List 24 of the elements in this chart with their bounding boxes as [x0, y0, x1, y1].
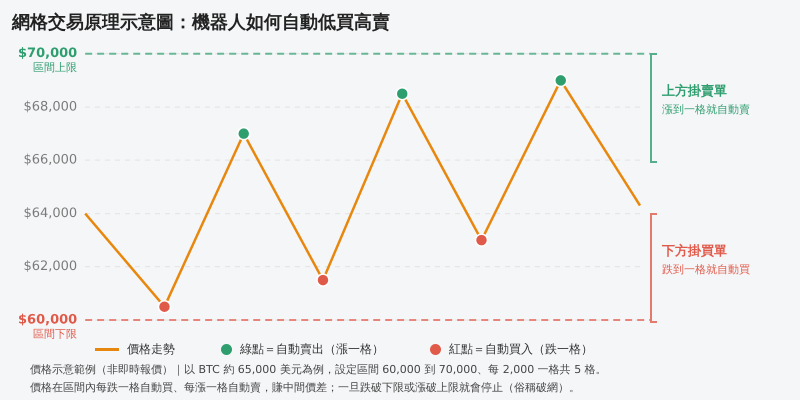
point: [316, 273, 330, 287]
y-tick-label: $60,000: [18, 312, 78, 328]
ref-line-label: 區間下限: [33, 327, 78, 340]
point: [474, 233, 488, 247]
y-tick-label: $68,000: [23, 99, 78, 114]
y-tick-label: $70,000: [18, 46, 78, 62]
legend-label: 紅點＝自動買入（跌一格）: [449, 341, 593, 358]
text: 價格示意範例（非即時報價）｜以 BTC 約 65,000 美元為例，設定區間 60,000 到 70,000、每 2,000 一格共 5 格。: [30, 362, 607, 378]
point: [554, 74, 568, 88]
text: 上方掛賣單: [662, 82, 727, 100]
y-tick-label: $66,000: [23, 152, 78, 168]
point: [158, 300, 172, 314]
legend-label: 價格走勢: [127, 341, 175, 358]
chart-title: 網格交易原理示意圖：機器人如何自動低買高賣: [12, 11, 390, 34]
text: 價格在區間內每跌一格自動買、每漲一格自動賣，賺中間價差；一旦跌破下限或漲破上限就會停止（俗稱破網）。: [30, 380, 581, 396]
ref-line-label: 區間上限: [33, 61, 78, 74]
text: 跌到一格就自動買: [662, 262, 750, 277]
y-tick-label: $62,000: [23, 259, 78, 274]
y-tick-label: $64,000: [23, 206, 78, 221]
text: 漲到一格就自動賣: [662, 102, 750, 117]
text: 下方掛買單: [662, 242, 727, 260]
legend-label: 綠點＝自動賣出（漲一格）: [240, 341, 384, 358]
point: [395, 86, 409, 100]
point: [236, 126, 250, 140]
